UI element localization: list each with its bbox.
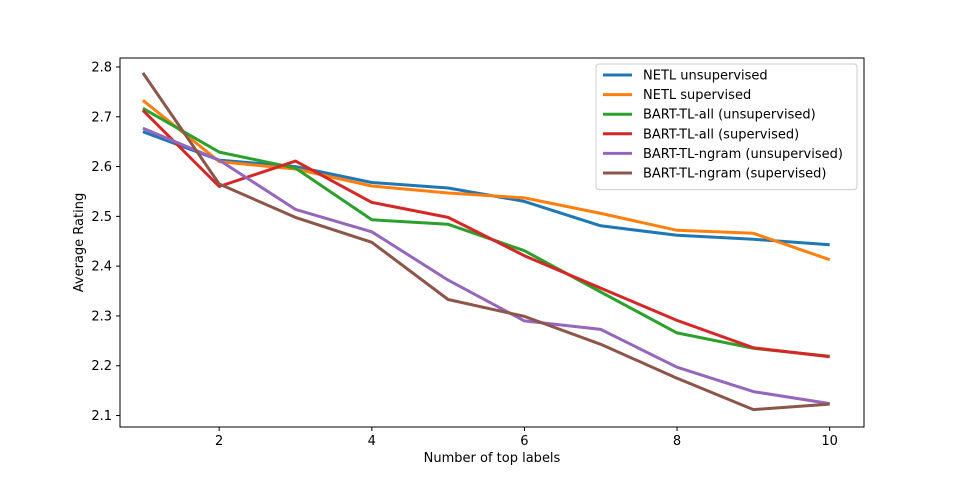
x-axis-label: Number of top labels (424, 451, 561, 466)
x-axis: 2 4 6 8 10 (215, 427, 838, 449)
series-layer (141, 72, 831, 412)
legend-label: NETL unsupervised (643, 69, 768, 84)
legend-label: BART-TL-ngram (unsupervised) (643, 147, 843, 162)
y-tick-label: 2.2 (91, 359, 112, 374)
x-tick-label: 2 (215, 434, 223, 449)
series-line (141, 72, 830, 412)
legend-label: BART-TL-all (supervised) (643, 127, 799, 142)
legend-label: NETL supervised (643, 88, 751, 103)
x-tick-label: 4 (368, 434, 376, 449)
y-tick-label: 2.1 (91, 409, 112, 424)
series-line (141, 99, 831, 262)
x-tick-label: 8 (673, 434, 681, 449)
legend-label: BART-TL-ngram (supervised) (643, 167, 826, 182)
series-line (141, 109, 830, 359)
plot-frame (119, 57, 865, 428)
legend: NETL unsupervised NETL supervised BART-TL-… (595, 63, 858, 191)
legend-box (595, 63, 858, 191)
y-tick-label: 2.7 (91, 110, 112, 125)
x-tick-label: 10 (821, 434, 838, 449)
y-axis: 2.1 2.2 2.3 2.4 2.5 2.6 2.7 2.8 (91, 60, 120, 424)
x-tick-label: 6 (520, 434, 528, 449)
y-tick-label: 2.5 (91, 210, 112, 225)
y-axis-label: Average Rating (72, 193, 87, 292)
legend-label: BART-TL-all (unsupervised) (643, 108, 816, 123)
y-tick-label: 2.6 (91, 160, 112, 175)
series-line (142, 126, 830, 406)
y-tick-label: 2.8 (91, 60, 112, 75)
y-tick-label: 2.4 (91, 260, 112, 275)
y-tick-label: 2.3 (91, 309, 112, 324)
